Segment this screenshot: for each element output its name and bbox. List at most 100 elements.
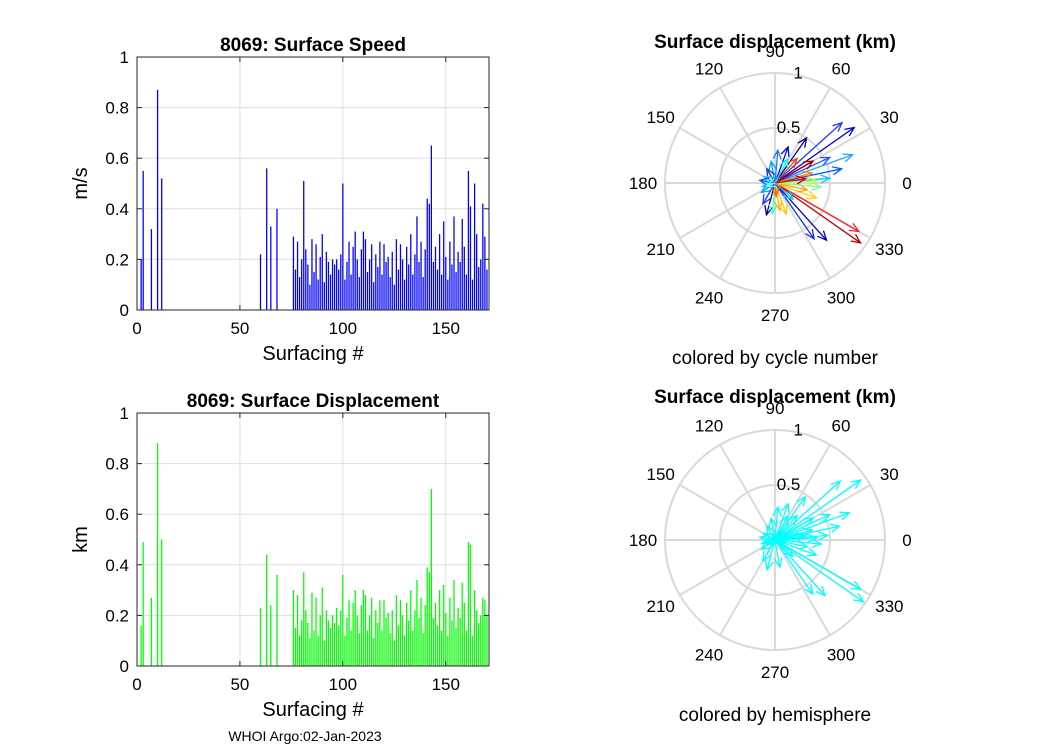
bar: [307, 264, 309, 310]
arrow-head: [807, 533, 819, 543]
arrow-head: [765, 535, 777, 545]
y-tick-label: 0.2: [105, 250, 129, 269]
bar: [430, 145, 433, 310]
displacement-arrow: [774, 137, 808, 184]
displacement-arrow: [774, 182, 860, 232]
bar: [259, 607, 262, 666]
bar: [467, 170, 470, 310]
x-tick-label: 150: [432, 675, 460, 694]
bar: [414, 610, 416, 666]
bar: [449, 241, 451, 310]
x-tick-label: 50: [230, 319, 249, 338]
angle-tick-label: 270: [761, 306, 789, 325]
bar: [420, 597, 422, 666]
arrow-head: [795, 532, 808, 542]
plot-area: [137, 57, 489, 310]
arrow-head: [773, 200, 783, 212]
bar: [426, 198, 428, 310]
bar: [305, 610, 307, 666]
chart-title: Surface displacement (km): [654, 32, 896, 53]
bar: [381, 630, 383, 666]
bar: [455, 628, 457, 666]
arrow-head: [760, 540, 772, 551]
arrow-head: [795, 175, 808, 185]
bar: [387, 612, 389, 666]
bar: [383, 600, 385, 666]
bar: [399, 244, 402, 310]
bar: [445, 612, 447, 666]
bar: [412, 274, 414, 310]
arrow-head: [796, 495, 807, 507]
bar: [465, 274, 467, 310]
displacement-arrow: [774, 515, 798, 541]
arrow-head: [772, 505, 782, 517]
displacement-arrow: [774, 126, 855, 184]
y-tick-label: 0.8: [105, 455, 129, 474]
bar: [401, 259, 404, 310]
displacement-arrow: [774, 146, 789, 184]
bar: [336, 259, 338, 310]
displacement-arrow: [766, 539, 776, 570]
bar: [366, 630, 369, 666]
arrow-head: [765, 524, 776, 536]
bar: [399, 600, 402, 666]
y-axis-label: km: [70, 526, 92, 553]
chart-title: Surface displacement (km): [654, 387, 896, 408]
angle-tick-label: 60: [832, 60, 851, 79]
bar: [426, 567, 428, 666]
bar: [352, 602, 354, 666]
bar: [259, 254, 262, 310]
bar: [443, 585, 445, 666]
bar: [455, 272, 457, 310]
bar: [424, 249, 426, 310]
bar: [416, 216, 418, 310]
bar: [360, 605, 363, 666]
bar: [303, 180, 305, 310]
arrow-head: [832, 121, 844, 133]
bar: [338, 625, 340, 666]
bar: [350, 274, 352, 310]
bar: [412, 630, 414, 666]
chart-caption: colored by cycle number: [672, 348, 879, 369]
bar: [486, 269, 488, 310]
footer-text: WHOI Argo:02-Jan-2023: [228, 728, 382, 744]
displacement-arrow: [774, 178, 806, 184]
polar-ring: [719, 484, 831, 596]
bar: [397, 269, 400, 310]
arrow-head: [802, 527, 814, 537]
angle-tick-label: 210: [646, 597, 674, 616]
angle-tick-label: 30: [880, 108, 899, 127]
bar: [389, 633, 391, 666]
displacement-arrow: [774, 182, 861, 244]
arrow-head: [783, 189, 795, 201]
displacement-arrow: [774, 160, 814, 184]
plot-area: [137, 413, 489, 666]
displacement-arrow: [774, 182, 828, 241]
angle-tick-label: 150: [646, 465, 674, 484]
bar: [340, 610, 342, 666]
displacement-arrow: [774, 539, 794, 557]
bar: [461, 218, 463, 310]
bar: [336, 607, 338, 666]
y-tick-label: 0.6: [105, 505, 129, 524]
arrow-head: [817, 531, 830, 541]
angle-tick-label: 120: [695, 60, 723, 79]
arrow-head: [765, 178, 777, 188]
arrow-head: [831, 166, 844, 176]
x-axis-label: Surfacing #: [262, 343, 364, 365]
bar: [484, 600, 486, 666]
bar: [292, 590, 295, 666]
arrow-head: [768, 516, 778, 529]
polar-ring: [664, 429, 886, 651]
bar: [276, 574, 278, 666]
bar: [338, 269, 340, 310]
arrow-head: [811, 181, 823, 191]
bar: [364, 595, 367, 666]
bar: [315, 244, 317, 310]
bar: [358, 633, 360, 666]
bar: [348, 241, 350, 310]
x-tick-label: 0: [132, 675, 141, 694]
displacement-arrow: [774, 122, 843, 184]
bar: [432, 617, 435, 666]
bar: [298, 635, 301, 666]
